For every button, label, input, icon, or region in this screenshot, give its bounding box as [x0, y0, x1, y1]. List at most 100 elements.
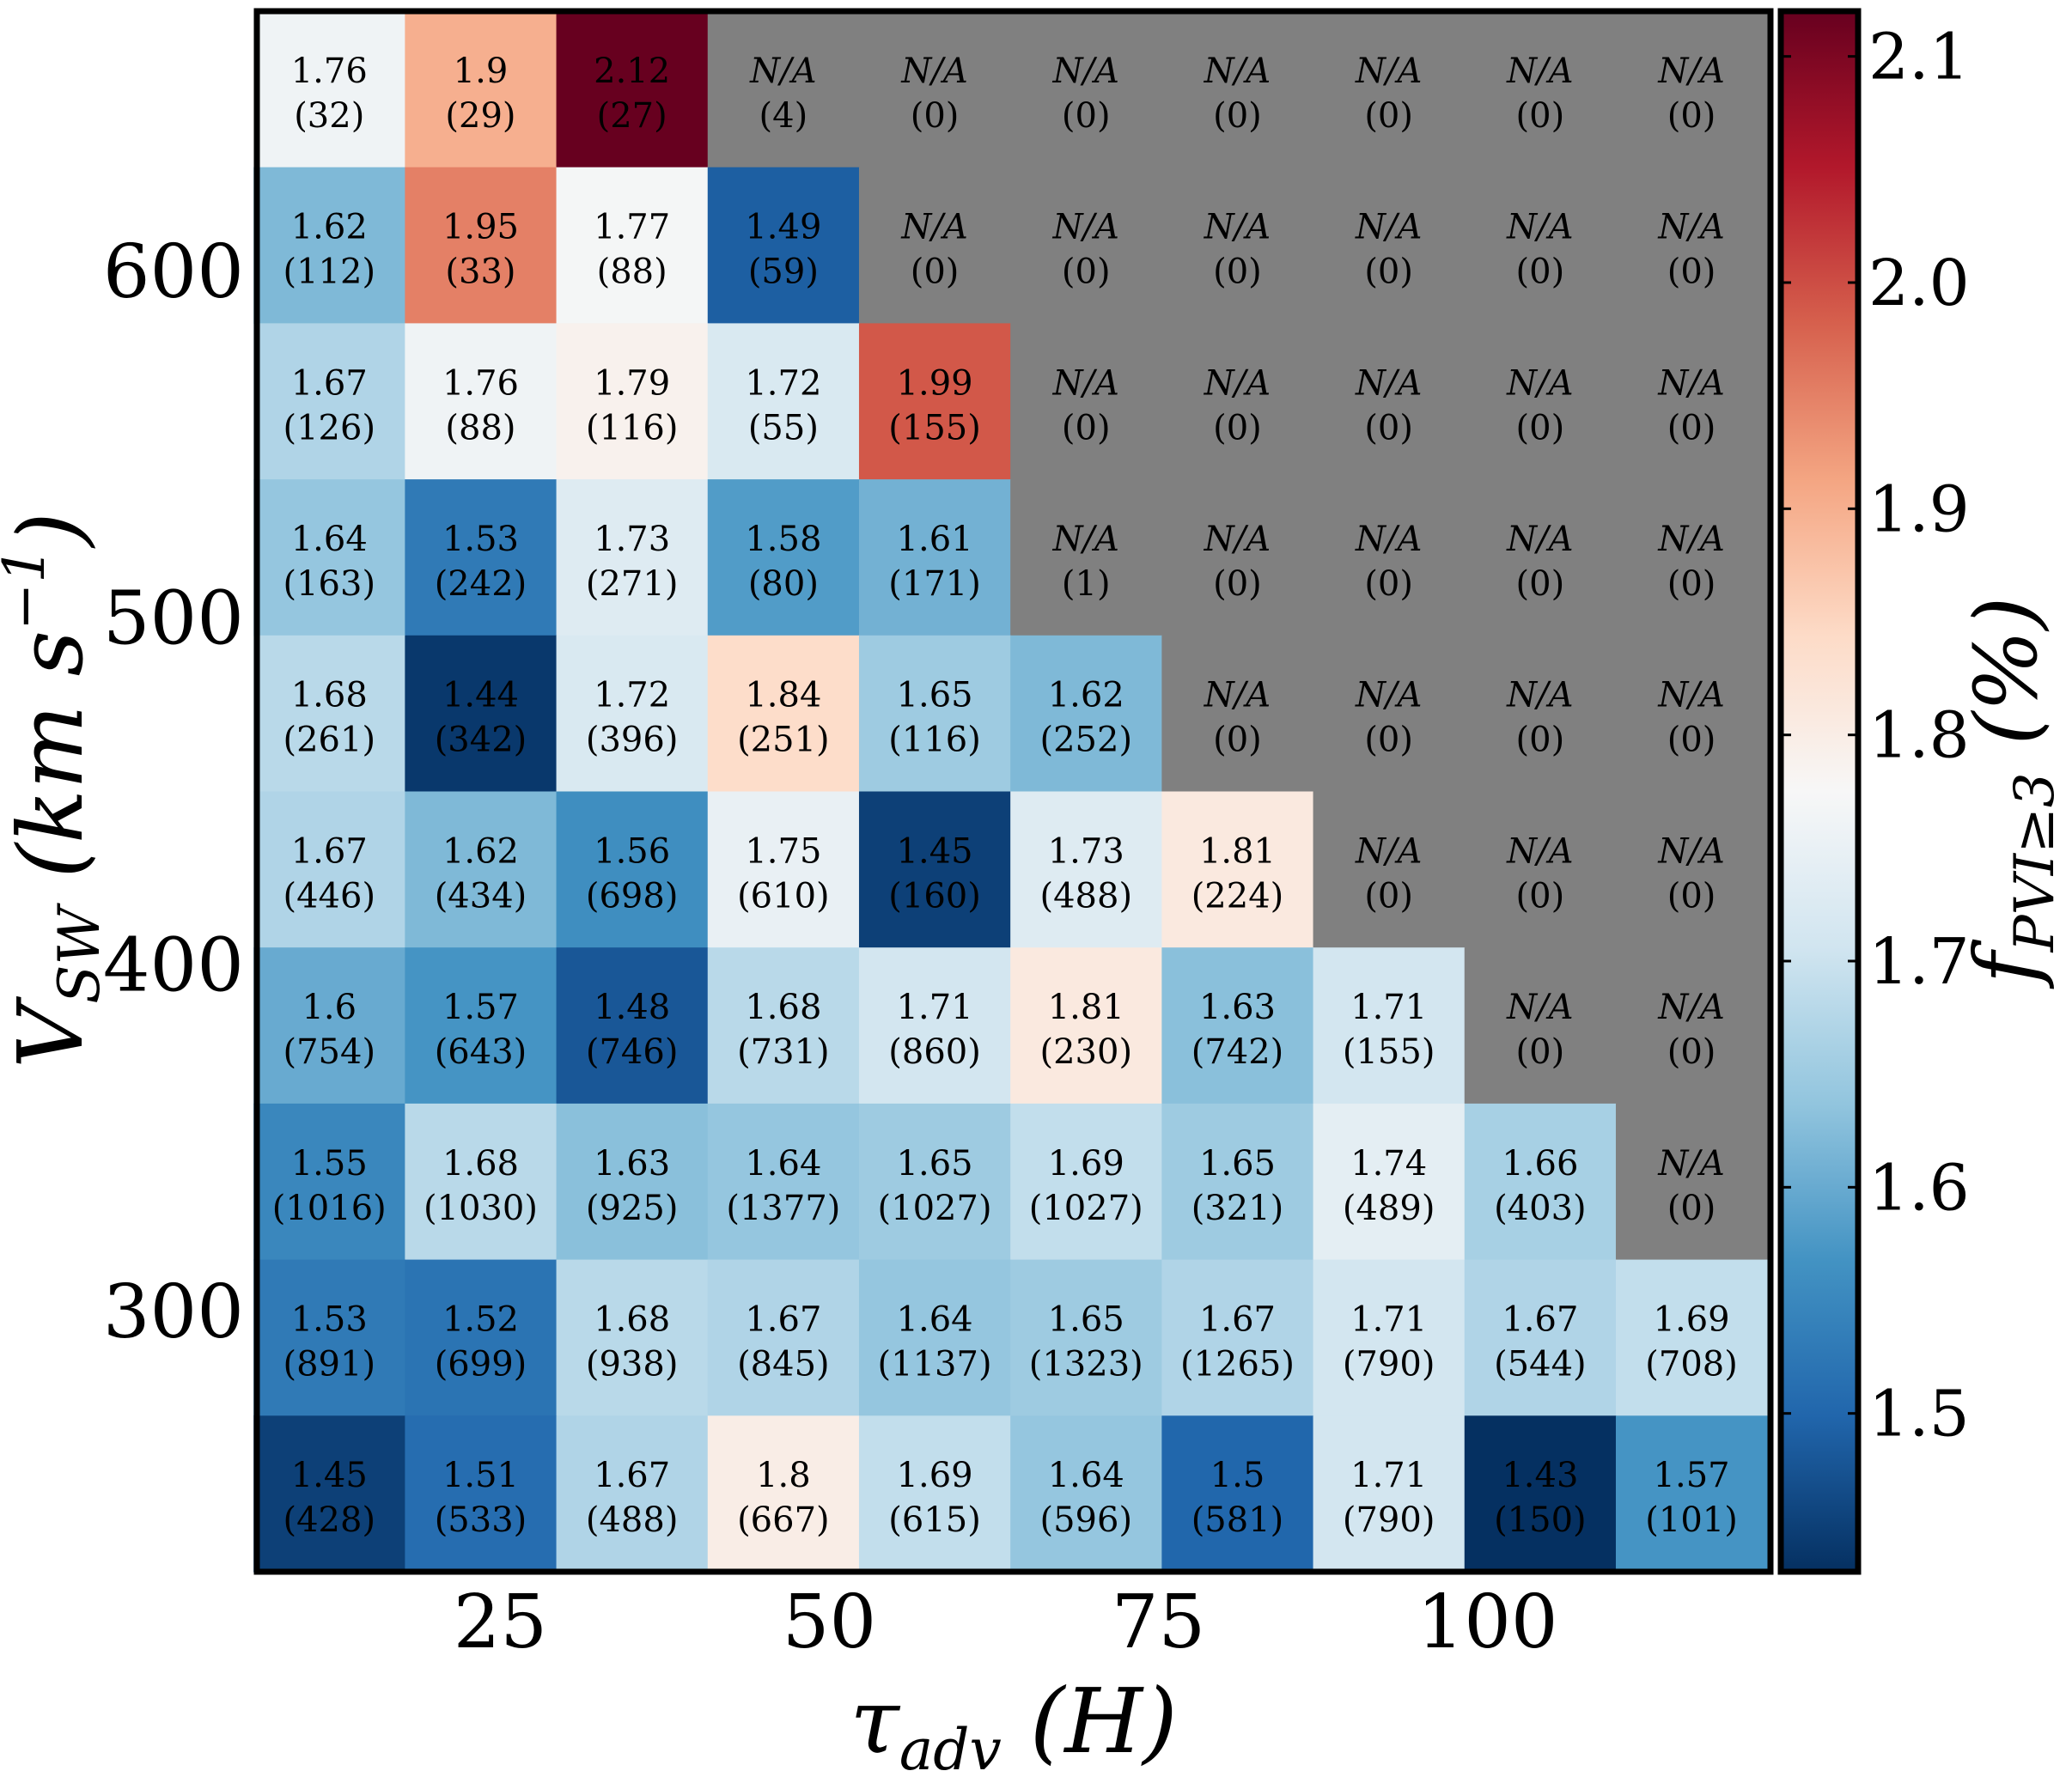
cell-count-label: (0)	[1364, 876, 1413, 916]
cell-count-label: (1377)	[726, 1189, 840, 1228]
heatmap-cell	[1313, 791, 1466, 948]
heatmap-cell	[1615, 947, 1768, 1105]
cell-value-label: N/A	[749, 52, 816, 91]
cell-value-label: 1.66	[1502, 1144, 1578, 1184]
cell-value-label: N/A	[1355, 363, 1422, 403]
cell-count-label: (0)	[1213, 408, 1262, 447]
heatmap-cell	[1464, 167, 1617, 324]
cell-value-label: N/A	[1506, 831, 1573, 871]
cell-count-label: (0)	[1667, 408, 1716, 447]
cell-value-label: 1.53	[442, 520, 519, 559]
cell-count-label: (0)	[1364, 564, 1413, 604]
cell-value-label: N/A	[1506, 676, 1573, 715]
cell-count-label: (488)	[586, 1500, 679, 1540]
heatmap-cell	[405, 1103, 558, 1261]
heatmap-cell	[1615, 11, 1768, 168]
cell-count-label: (126)	[283, 408, 375, 447]
heatmap-cell	[1010, 323, 1162, 480]
cell-count-label: (0)	[1667, 721, 1716, 760]
cell-value-label: 1.64	[1048, 1456, 1124, 1495]
heatmap-cell	[707, 791, 860, 948]
cell-count-label: (1265)	[1180, 1344, 1295, 1384]
cell-value-label: 1.64	[745, 1144, 821, 1184]
cell-value-label: 1.57	[442, 988, 519, 1027]
cell-count-label: (742)	[1191, 1032, 1284, 1072]
cell-count-label: (80)	[748, 564, 819, 604]
heatmap-cell	[1615, 479, 1768, 636]
cell-value-label: 1.62	[291, 208, 368, 247]
cell-value-label: 1.8	[756, 1456, 811, 1495]
heatmap-cell	[1464, 1103, 1617, 1261]
cell-count-label: (224)	[1191, 876, 1284, 916]
cell-count-label: (544)	[1494, 1344, 1587, 1384]
cell-count-label: (101)	[1645, 1500, 1738, 1540]
cell-count-label: (0)	[1062, 253, 1111, 292]
cell-value-label: 1.71	[1350, 988, 1427, 1027]
heatmap-cell	[1464, 323, 1617, 480]
heatmap-cell	[1161, 1259, 1314, 1416]
heatmap-cell	[858, 635, 1011, 793]
heatmap-cell	[1615, 791, 1768, 948]
cell-value-label: 1.65	[1048, 1299, 1124, 1339]
cell-count-label: (0)	[1516, 253, 1565, 292]
cell-count-label: (1323)	[1029, 1344, 1143, 1384]
heatmap-cell	[707, 1103, 860, 1261]
cell-value-label: 1.63	[1199, 988, 1276, 1027]
heatmap-cell	[1010, 1415, 1162, 1573]
heatmap-cell	[253, 11, 405, 168]
cell-value-label: 1.49	[745, 208, 821, 247]
heatmap-cell	[707, 1415, 860, 1573]
cell-count-label: (33)	[445, 253, 515, 292]
cell-count-label: (891)	[283, 1344, 375, 1384]
heatmap-cell	[1010, 1103, 1162, 1261]
cell-value-label: 1.64	[897, 1299, 973, 1339]
cell-value-label: N/A	[1506, 520, 1573, 559]
cell-count-label: (708)	[1645, 1344, 1738, 1384]
cell-count-label: (160)	[888, 876, 981, 916]
heatmap-cell	[1464, 1259, 1617, 1416]
cell-value-label: 1.62	[442, 831, 519, 871]
cell-count-label: (0)	[1516, 96, 1565, 136]
cell-count-label: (27)	[597, 96, 667, 136]
cell-count-label: (116)	[888, 721, 981, 760]
cell-value-label: 1.67	[291, 363, 368, 403]
cell-value-label: 1.6	[302, 988, 357, 1027]
heatmap-cell	[405, 479, 558, 636]
cell-value-label: 1.51	[442, 1456, 519, 1495]
cell-value-label: 1.77	[594, 208, 670, 247]
heatmap-cell	[253, 635, 405, 793]
x-axis-ticks: 25 50 75 100	[454, 1579, 1558, 1665]
cell-count-label: (446)	[283, 876, 375, 916]
colorbar-tick-label: 2.0	[1868, 246, 1970, 320]
heatmap-cell	[1464, 11, 1617, 168]
heatmap-cell	[1010, 947, 1162, 1105]
heatmap-cell	[253, 323, 405, 480]
cell-value-label: 1.55	[291, 1144, 368, 1184]
cell-value-label: 1.79	[594, 363, 670, 403]
cell-value-label: 1.95	[442, 208, 519, 247]
cell-value-label: N/A	[1052, 52, 1119, 91]
cell-count-label: (171)	[888, 564, 981, 604]
heatmap-cell	[1010, 1259, 1162, 1416]
heatmap-cell	[1161, 791, 1314, 948]
cell-value-label: 1.56	[594, 831, 670, 871]
cell-value-label: N/A	[1052, 520, 1119, 559]
cell-count-label: (1016)	[272, 1189, 387, 1228]
heatmap-cell	[405, 791, 558, 948]
cell-count-label: (112)	[283, 253, 375, 292]
heatmap-cell	[1464, 791, 1617, 948]
cell-value-label: N/A	[1355, 520, 1422, 559]
cell-count-label: (0)	[1364, 253, 1413, 292]
heatmap-cell	[1010, 479, 1162, 636]
cell-count-label: (261)	[283, 721, 375, 760]
heatmap-cell	[1615, 1259, 1768, 1416]
cell-count-label: (0)	[1213, 721, 1262, 760]
heatmap-cell	[1313, 1103, 1466, 1261]
cell-value-label: N/A	[1657, 831, 1724, 871]
cell-value-label: 1.67	[291, 831, 368, 871]
colorbar-tick-label: 1.9	[1868, 472, 1970, 546]
cell-count-label: (1137)	[878, 1344, 992, 1384]
cell-value-label: N/A	[1355, 676, 1422, 715]
heatmap-cell	[405, 11, 558, 168]
